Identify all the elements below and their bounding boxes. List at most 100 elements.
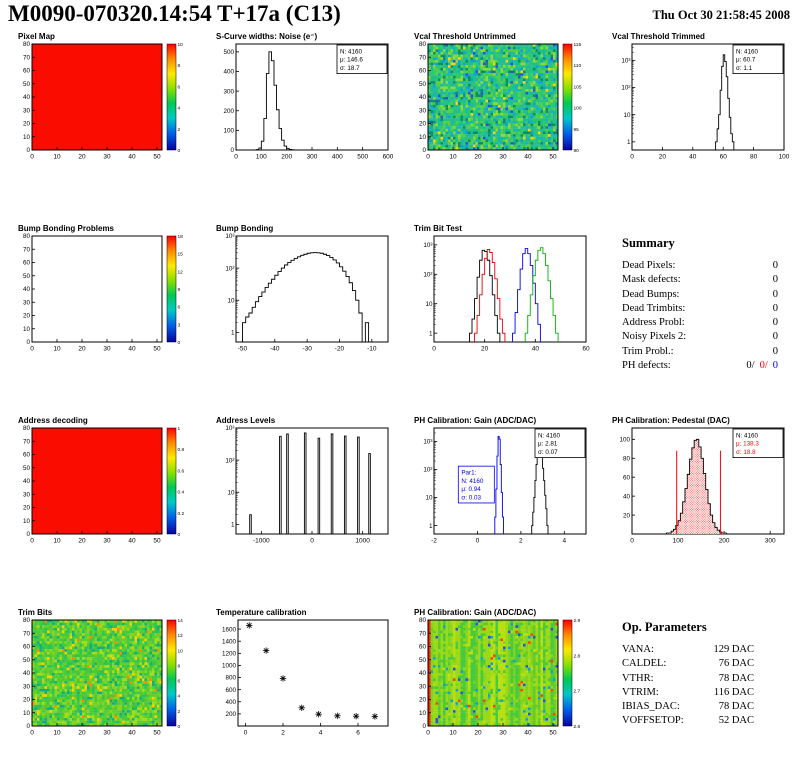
parameter-label: VOFFSETOP: [622,715,684,727]
parameter-row: VTRIM: 116 DAC [622,686,754,700]
colorbar-label: 0.4 [178,490,185,496]
axis-label: 80 [419,41,427,48]
heatmap-cells [428,44,559,151]
parameter-value: 76 DAC [718,658,754,670]
axis-label: 30 [23,491,31,498]
axis-label: 20 [474,154,482,161]
colorbar-label: 0.2 [178,511,185,517]
plot-title: Vcal Threshold Untrimmed [414,32,516,41]
axis-label: 10 [419,134,427,141]
colorbar-label: 9 [178,287,181,293]
axis-label: 70 [23,246,31,253]
y-axis: 20 40 60 80 100 [619,437,635,519]
colorbar-label: 6 [178,679,181,685]
axis-label: 400 [225,699,236,706]
summary-title: Summary [622,236,675,250]
stats-line: μ: 138.3 [736,441,759,448]
histogram-line [474,248,506,342]
axis-label: 60 [23,644,31,651]
y-axis: 0 10 20 30 40 50 60 70 80 [419,41,431,154]
axis-label: 30 [23,299,31,306]
axis-label: 2 [519,538,523,545]
stats-line: Par1: [461,470,476,477]
colorbar-label: 2.6 [574,724,581,730]
summary-label: PH defects: [622,360,671,372]
axis-label: 1600 [222,626,237,633]
colorbar-label: 2.9 [574,618,581,624]
axis-label: 40 [532,346,540,353]
axis-label: 30 [103,154,111,161]
axis-label: 0 [422,147,426,154]
axis-label: 10³ [225,425,234,432]
parameter-label: CALDEL: [622,658,667,670]
axis-label: -40 [270,346,280,353]
axis-label: 70 [23,438,31,445]
axis-label: 40 [524,730,532,737]
plot-title: Address Levels [216,416,276,425]
plot-title: Trim Bit Test [414,224,462,233]
panel-address-levels: Address Levels 1 10 10² 10³ -1000 0 1000 [206,414,398,596]
summary-row: Address Probl: 0 [622,316,778,330]
parameter-label: VTRIM: [622,686,659,698]
axis-label: 50 [549,730,557,737]
histogram-line [469,249,501,342]
axis-label: 10 [53,538,61,545]
colorbar-label: 12 [178,633,184,639]
colorbar-label: 2.7 [574,689,581,695]
axis-label: 10 [425,301,433,308]
summary-label: Address Probl: [622,317,685,329]
colorbar-label: 0 [178,724,181,730]
parameter-label: VTHR: [622,672,654,684]
panel-temperature-calibration: Temperature calibration 0 2 4 6 200 400 600 800 1… [206,606,398,772]
axis-label: 80 [23,41,31,48]
x-axis: 0 10 20 30 40 50 [30,531,161,545]
axis-label: 0 [26,147,30,154]
axis-label: 600 [225,687,236,694]
axis-label: 20 [659,154,667,161]
axis-label: 10 [425,495,433,502]
axis-label: 10³ [225,233,234,240]
axis-label: 200 [223,108,234,115]
axis-label: 20 [23,505,31,512]
axis-label: 20 [78,154,86,161]
axis-label: 300 [765,538,776,545]
axis-label: 0 [26,723,30,730]
colorbar-label: 12 [178,269,184,275]
axis-label: 20 [623,512,631,519]
colorbar-label: 110 [574,63,582,69]
stats-line: N: 4160 [340,49,363,56]
y-axis: 200 400 600 800 1000 1200 1400 1600 [222,626,241,718]
histogram-line [664,438,729,535]
axis-label: 10² [621,85,630,92]
axis-label: 10 [449,730,457,737]
colorbar-label: 6 [178,84,181,90]
axis-label: 500 [223,49,234,56]
y-axis: 1 10 10² 10³ [423,235,438,337]
axis-label: 0 [476,538,480,545]
axis-label: 40 [128,538,136,545]
axis-label: 10 [53,346,61,353]
panel-ph-calibration-gain-map: PH Calibration: Gain (ADC/DAC) 0 10 20 30 40 5… [404,606,596,772]
panel-vcal-threshold-trimmed: Vcal Threshold Trimmed 1 10 10² 10³ 0 20 40 60 80… [602,30,794,212]
summary-label: Noisy Pixels 2: [622,331,687,343]
axis-label: 50 [153,154,161,161]
stats-line: N: 4160 [736,49,759,56]
x-axis: 0 20 40 60 [432,339,590,353]
histogram-line [242,252,372,343]
axis-label: -2 [431,538,437,545]
axis-label: 0 [244,730,248,737]
colorbar-label: 1 [178,426,181,432]
axis-label: 20 [23,313,31,320]
axis-label: 60 [419,644,427,651]
plot-title: Temperature calibration [216,608,307,617]
parameter-label: IBIAS_DAC: [622,701,680,713]
colorbar-label: 90 [574,148,580,154]
plot-ph-calibration-pedestal: PH Calibration: Pedestal (DAC) 20 40 60 80 10… [612,416,785,545]
x-axis: 0 20 40 60 80 100 [630,147,790,161]
panel-ph-calibration-gain: PH Calibration: Gain (ADC/DAC) 1 10 10² 10³ -… [404,414,596,596]
axis-label: 30 [23,107,31,114]
axis-label: 1400 [222,638,237,645]
